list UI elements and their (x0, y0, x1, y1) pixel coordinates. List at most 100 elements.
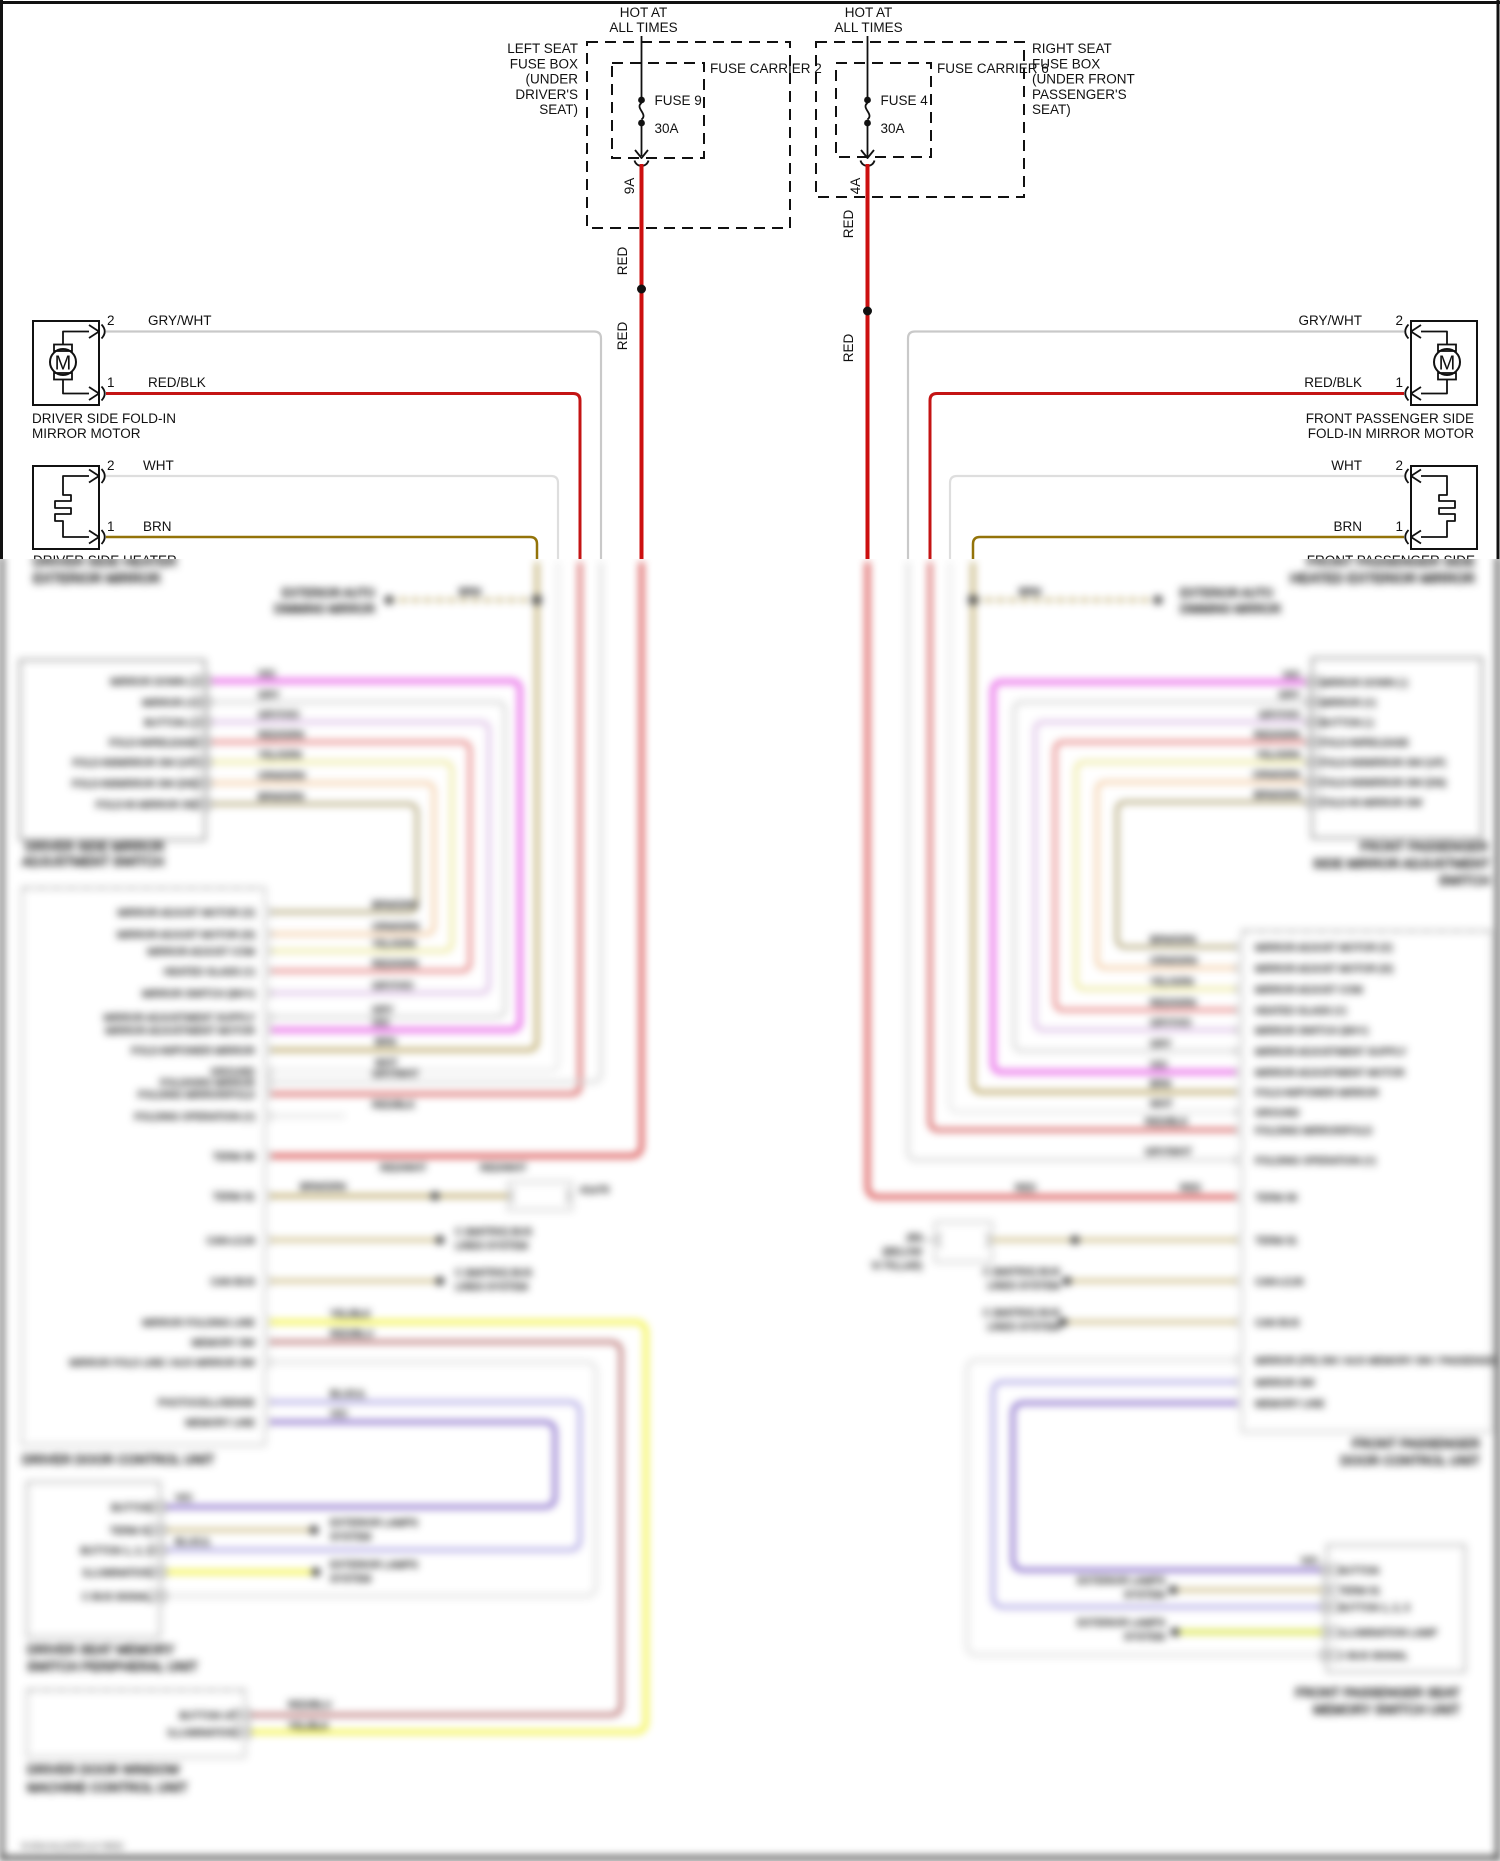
svg-text:EXTERIOR AUTO: EXTERIOR AUTO (282, 588, 375, 600)
svg-text:EXTERIOR MIRROR: EXTERIOR MIRROR (33, 571, 161, 586)
svg-text:RED/BLU: RED/BLU (330, 1329, 373, 1340)
svg-text:CAN BUS: CAN BUS (1255, 1318, 1300, 1329)
svg-text:FOLD-IN/MIRROR SW (DN): FOLD-IN/MIRROR SW (DN) (1320, 778, 1446, 789)
svg-text:MEMORY SWITCH UNIT: MEMORY SWITCH UNIT (1313, 1702, 1460, 1717)
svg-text:FOLD-IN MIRROR SW: FOLD-IN MIRROR SW (1320, 798, 1423, 809)
svg-text:BRN/GRN: BRN/GRN (258, 792, 304, 803)
svg-text:BRN/GRN: BRN/GRN (372, 900, 418, 911)
svg-text:WHT: WHT (1331, 458, 1362, 473)
svg-text:SEAT): SEAT) (1032, 102, 1071, 117)
svg-text:MIRROR ADJUSTMENT SUPPLY: MIRROR ADJUSTMENT SUPPLY (1255, 1047, 1407, 1058)
svg-text:LINES SYSTEM: LINES SYSTEM (455, 1282, 528, 1293)
svg-text:MIRROR ADJUSTMENT SUPPLY: MIRROR ADJUSTMENT SUPPLY (104, 1013, 256, 1024)
svg-text:SIDE MIRROR ADJUSTMENT: SIDE MIRROR ADJUSTMENT (1313, 856, 1490, 871)
svg-text:MIRROR SW: MIRROR SW (1255, 1378, 1315, 1389)
svg-text:SEAT): SEAT) (539, 102, 578, 117)
svg-text:9A: 9A (622, 178, 637, 195)
svg-text:EXTERIOR LAMPS: EXTERIOR LAMPS (1077, 1576, 1165, 1587)
svg-text:FRONT PASSENGER SEAT: FRONT PASSENGER SEAT (1295, 1685, 1460, 1700)
svg-text:2: 2 (107, 313, 115, 328)
svg-text:DRIVER SIDE HEATER: DRIVER SIDE HEATER (33, 559, 177, 569)
svg-text:BLU/LIL: BLU/LIL (175, 1537, 212, 1548)
svg-text:MIRROR ADJUST MOTOR (H): MIRROR ADJUST MOTOR (H) (117, 930, 255, 941)
svg-text:RED/BLK: RED/BLK (372, 1100, 415, 1111)
svg-text:HEATED GLASS (+): HEATED GLASS (+) (1255, 1006, 1346, 1017)
svg-text:DRIVER'S: DRIVER'S (515, 87, 578, 102)
svg-text:ORN/GRN: ORN/GRN (258, 771, 305, 782)
svg-text:MIRROR (+): MIRROR (+) (1320, 698, 1376, 709)
svg-text:C BUS SIGNAL: C BUS SIGNAL (82, 1592, 152, 1603)
svg-text:MIRROR ADJUST MOTOR (V): MIRROR ADJUST MOTOR (V) (118, 908, 255, 919)
svg-text:FRONT PASSENGER: FRONT PASSENGER (1360, 839, 1488, 854)
svg-text:DOOR CONTROL UNIT: DOOR CONTROL UNIT (1340, 1453, 1480, 1468)
svg-text:MIRROR ADJUST MOTOR (V): MIRROR ADJUST MOTOR (V) (1255, 943, 1392, 954)
svg-text:TERM 31: TERM 31 (1338, 1586, 1381, 1597)
svg-text:FOLD-IN MIRROR MOTOR: FOLD-IN MIRROR MOTOR (1308, 426, 1474, 441)
svg-text:(UNDER: (UNDER (526, 72, 579, 87)
svg-text:FUSE BOX: FUSE BOX (510, 56, 578, 71)
svg-text:DRIVER DOOR CONTROL UNIT: DRIVER DOOR CONTROL UNIT (22, 1452, 214, 1467)
svg-text:FOLDING OPERATION (+): FOLDING OPERATION (+) (134, 1112, 255, 1123)
svg-text:TERM 31: TERM 31 (110, 1526, 153, 1537)
svg-text:ORN/GRN: ORN/GRN (1150, 956, 1197, 967)
svg-text:VIO: VIO (175, 1493, 192, 1504)
svg-text:GRY/WHT: GRY/WHT (1299, 313, 1363, 328)
svg-text:DRIVER SIDE HEATER: DRIVER SIDE HEATER (33, 553, 177, 559)
svg-text:(BELOW: (BELOW (883, 1247, 923, 1258)
svg-text:FRONT PASSENGER SIDE: FRONT PASSENGER SIDE (1306, 411, 1474, 426)
svg-text:BUTTON (-): BUTTON (-) (1320, 718, 1374, 729)
svg-text:TERM 30: TERM 30 (213, 1152, 256, 1163)
svg-text:WHT: WHT (375, 1058, 398, 1069)
svg-text:1: 1 (1395, 375, 1403, 390)
svg-text:FOLD-IN MIRROR SW: FOLD-IN MIRROR SW (96, 800, 199, 811)
svg-text:DIMMING MIRROR: DIMMING MIRROR (1180, 604, 1281, 616)
svg-text:MIRROR FOLD LINE / AUX MIRROR: MIRROR FOLD LINE / AUX MIRROR SW (69, 1358, 255, 1369)
svg-text:FRONT PASSENGER SIDE: FRONT PASSENGER SIDE (1307, 553, 1475, 559)
svg-text:FUSE CARRIER 6: FUSE CARRIER 6 (937, 61, 1049, 76)
svg-text:M: M (1439, 353, 1456, 375)
svg-text:BUTTON 1, 2, 3: BUTTON 1, 2, 3 (80, 1546, 152, 1557)
svg-text:VIO: VIO (258, 669, 275, 680)
svg-text:WHT: WHT (143, 458, 174, 473)
svg-text:30A: 30A (655, 121, 679, 136)
svg-text:MIRROR (FR) SW / AUX MEMORY SW: MIRROR (FR) SW / AUX MEMORY SW / PASSENG… (1255, 1356, 1500, 1367)
svg-text:DRIVER SIDE FOLD-IN: DRIVER SIDE FOLD-IN (32, 411, 176, 426)
svg-text:© 2014 ALLDATA LLC W221: © 2014 ALLDATA LLC W221 (22, 1842, 124, 1851)
svg-text:FOLD-IN/POWER MIRROR: FOLD-IN/POWER MIRROR (131, 1046, 255, 1057)
svg-text:FOLD-IN/POWER MIRROR: FOLD-IN/POWER MIRROR (1255, 1088, 1379, 1099)
svg-text:FOLDING OPERATION (+): FOLDING OPERATION (+) (1255, 1156, 1376, 1167)
svg-text:RED/GRN: RED/GRN (1254, 730, 1300, 741)
svg-text:YEL/GRN: YEL/GRN (1256, 750, 1300, 761)
svg-text:MIRROR SWITCH (MV+): MIRROR SWITCH (MV+) (142, 989, 255, 1000)
svg-text:FOLD-IN/MIRROR SW (DN): FOLD-IN/MIRROR SW (DN) (72, 779, 198, 790)
svg-text:MIRROR MOTOR: MIRROR MOTOR (32, 426, 141, 441)
svg-text:RED/GRN: RED/GRN (372, 959, 418, 970)
svg-text:GRY/VIO: GRY/VIO (1150, 1018, 1192, 1029)
svg-text:SYSTEM: SYSTEM (330, 1574, 371, 1585)
svg-text:PHOTOCELL/SENSE: PHOTOCELL/SENSE (158, 1398, 255, 1409)
svg-text:RIGHT SEAT: RIGHT SEAT (1032, 41, 1112, 56)
svg-text:RED: RED (841, 334, 856, 363)
svg-text:CAN BUS: CAN BUS (211, 1277, 256, 1288)
svg-text:1: 1 (1395, 519, 1403, 534)
svg-text:MIRROR ADJUST COM: MIRROR ADJUST COM (147, 947, 255, 958)
svg-text:DRIVER DOOR WINDOW: DRIVER DOOR WINDOW (27, 1762, 180, 1777)
svg-text:BRN: BRN (1150, 1079, 1171, 1090)
svg-text:SYSTEM: SYSTEM (1124, 1590, 1165, 1601)
svg-text:PASSENGER'S: PASSENGER'S (1032, 87, 1127, 102)
svg-text:YEL/GRN: YEL/GRN (372, 939, 416, 950)
svg-text:TERM 30: TERM 30 (1255, 1193, 1298, 1204)
svg-text:SYSTEM: SYSTEM (1124, 1632, 1165, 1643)
svg-text:VIO: VIO (330, 1409, 347, 1420)
svg-text:HEATED GLASS (+): HEATED GLASS (+) (164, 967, 255, 978)
svg-text:ILLUMINATION LAMP: ILLUMINATION LAMP (1338, 1628, 1438, 1639)
svg-text:RED: RED (1015, 1183, 1036, 1194)
svg-text:A1e79: A1e79 (580, 1185, 609, 1196)
svg-text:YEL/GRN: YEL/GRN (258, 750, 302, 761)
svg-text:FOLDING MIRROR/FOLD: FOLDING MIRROR/FOLD (138, 1090, 255, 1101)
svg-text:ORN/GRN: ORN/GRN (1253, 770, 1300, 781)
svg-text:BUTTON: BUTTON (1338, 1566, 1379, 1577)
svg-text:FRONT PASSENGER SIDE: FRONT PASSENGER SIDE (1307, 559, 1475, 569)
svg-text:EXTERIOR AUTO: EXTERIOR AUTO (1180, 588, 1273, 600)
svg-text:RED: RED (841, 210, 856, 239)
